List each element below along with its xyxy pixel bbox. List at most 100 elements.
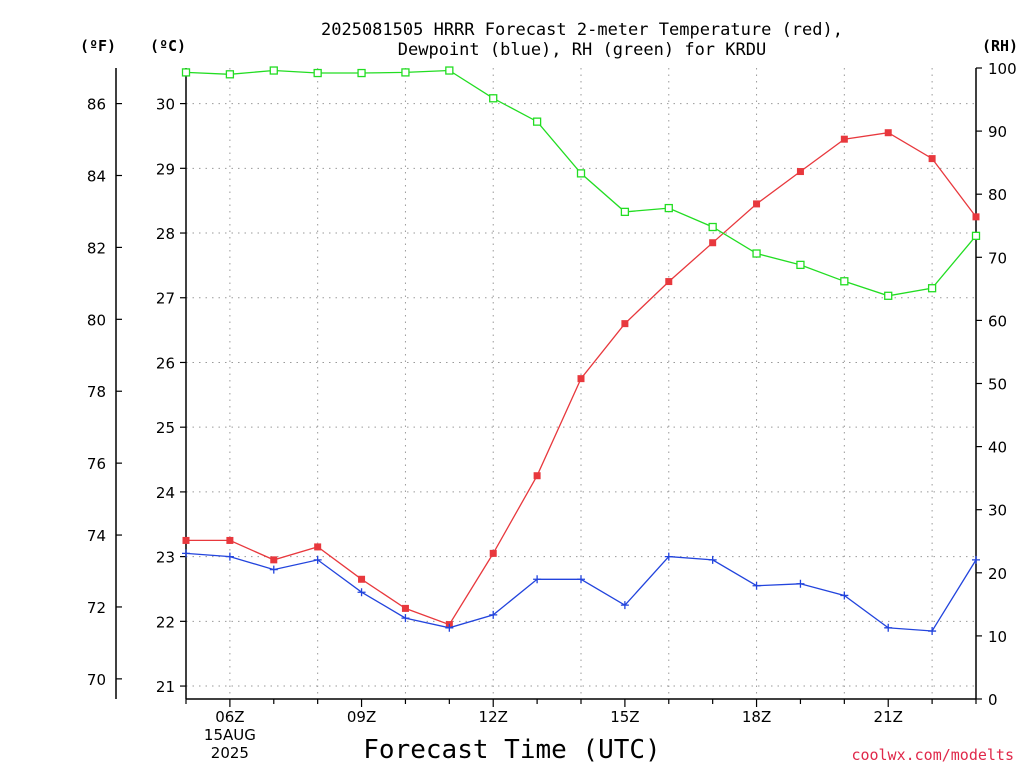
rh-point [269,66,278,75]
rh-tick-label: 50 [988,376,1007,394]
rh-point [181,68,191,77]
temperature-point [182,536,190,544]
x-tick-label: 18Z [742,708,771,726]
rh-point [620,207,630,217]
temperature-point [665,278,673,286]
dewpoint-point [225,552,234,561]
dewpoint-point [972,555,980,564]
dewpoint-point [489,610,498,619]
dewpoint-point [708,555,717,564]
rh-point [708,222,717,232]
rh-tick-label: 40 [988,439,1007,457]
rh-tick-label: 10 [988,628,1007,646]
rh-point [489,94,498,103]
rh-point [225,70,235,79]
dewpoint-line [185,552,977,632]
dewpoint-point [840,591,849,600]
celsius-tick-label: 30 [156,96,175,114]
celsius-tick-label: 29 [156,160,175,178]
rh-point [401,68,410,77]
fahrenheit-tick-label: 76 [87,455,106,473]
temperature-point [401,604,409,612]
dewpoint-point [533,575,542,584]
celsius-tick-label: 26 [156,354,175,372]
dewpoint-point [928,627,937,636]
fahrenheit-unit-label: (ºF) [80,37,116,55]
fahrenheit-tick-label: 70 [87,671,106,689]
rh-point [313,68,322,78]
rh-point [796,260,805,270]
rh-point [840,277,849,286]
temperature-point [358,575,366,583]
rh-tick-label: 100 [988,60,1017,78]
celsius-unit-label: (ºC) [150,37,186,55]
rh-tick-label: 0 [988,691,998,709]
temperature-point [533,472,541,480]
temperature-point [972,213,980,221]
fahrenheit-tick-label: 74 [87,527,106,545]
celsius-tick-label: 25 [156,419,175,437]
temperature-point [796,168,804,176]
dewpoint-point [269,565,278,574]
temperature-point [709,239,717,247]
temperature-point [226,536,234,544]
source-credit: coolwx.com/modelts [851,746,1014,764]
temperature-point [489,549,497,557]
celsius-tick-label: 28 [156,225,175,243]
rh-tick-label: 70 [988,249,1007,267]
rh-point [445,66,454,75]
temperature-point [314,543,322,551]
rh-point [576,169,586,178]
celsius-tick-label: 27 [156,290,175,308]
celsius-tick-label: 23 [156,549,175,567]
dewpoint-point [664,552,673,561]
rh-point [884,291,893,300]
rh-tick-label: 60 [988,312,1007,330]
axes [115,67,982,707]
chart-title-line-2: Dewpoint (blue), RH (green) for KRDU [398,40,766,60]
fahrenheit-tick-label: 84 [87,168,106,186]
celsius-tick-label: 21 [156,678,175,696]
celsius-tick-label: 22 [156,613,175,631]
rh-tick-label: 90 [988,123,1007,141]
x-tick-label: 15Z [610,708,639,726]
rh-tick-label: 30 [988,502,1007,520]
fahrenheit-tick-label: 80 [87,311,106,329]
x-tick-label: 2025 [211,744,249,762]
dewpoint-point [796,579,805,588]
x-tick-label: 21Z [874,708,903,726]
dewpoint-point [357,588,366,597]
temperature-point [884,129,892,137]
fahrenheit-tick-label: 72 [87,599,106,617]
fahrenheit-tick-label: 86 [87,96,106,114]
dewpoint-point [577,575,585,584]
dewpoint-point [401,614,410,623]
temperature-point [928,155,936,163]
temperature-point [840,135,848,143]
x-tick-label: 12Z [479,708,508,726]
x-axis-title: Forecast Time (UTC) [363,735,660,765]
rh-point [664,203,673,213]
rh-tick-label: 20 [988,565,1007,583]
celsius-tick-label: 24 [156,484,175,502]
fahrenheit-tick-label: 78 [87,383,106,401]
temperature-point [577,375,585,383]
temperature-point [270,556,278,564]
x-tick-label: 06Z [215,708,244,726]
rh-point [971,231,981,240]
temperature-point [621,320,629,328]
rh-point [532,117,542,126]
gridlines [186,68,976,699]
rh-point [927,284,937,293]
rh-unit-label: (RH) [982,37,1018,55]
dewpoint-point [620,601,629,610]
temperature-point [753,200,761,208]
dewpoint-point [313,555,322,564]
dewpoint-point [182,549,190,558]
dewpoint-point [445,623,454,632]
rh-point [357,68,366,78]
dewpoint-point [884,623,893,632]
fahrenheit-tick-label: 82 [87,239,106,257]
